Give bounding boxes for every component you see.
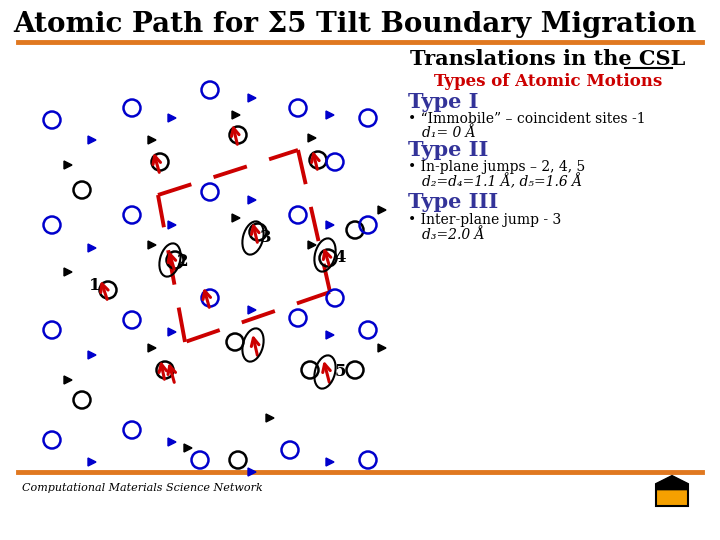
Text: 1: 1	[89, 276, 101, 294]
Polygon shape	[168, 438, 176, 446]
Polygon shape	[64, 268, 72, 276]
Polygon shape	[64, 376, 72, 384]
Text: d₁= 0 Å: d₁= 0 Å	[422, 126, 476, 140]
Polygon shape	[308, 134, 316, 142]
Text: Computational Materials Science Network: Computational Materials Science Network	[22, 483, 263, 493]
Text: Type II: Type II	[408, 140, 488, 160]
Text: • In-plane jumps – 2, 4, 5: • In-plane jumps – 2, 4, 5	[408, 160, 585, 174]
Polygon shape	[148, 136, 156, 144]
Polygon shape	[148, 344, 156, 352]
Polygon shape	[88, 351, 96, 359]
Polygon shape	[64, 161, 72, 169]
Polygon shape	[378, 206, 386, 214]
Polygon shape	[184, 444, 192, 452]
Text: Atomic Path for Σ5 Tilt Boundary Migration: Atomic Path for Σ5 Tilt Boundary Migrati…	[14, 10, 697, 37]
Text: d₂=d₄=1.1 Å, d₅=1.6 Å: d₂=d₄=1.1 Å, d₅=1.6 Å	[422, 174, 582, 190]
Polygon shape	[168, 328, 176, 336]
Polygon shape	[88, 244, 96, 252]
Text: Type III: Type III	[408, 192, 498, 212]
Polygon shape	[326, 221, 334, 229]
Polygon shape	[248, 306, 256, 314]
Polygon shape	[88, 458, 96, 466]
Text: Type I: Type I	[408, 92, 479, 112]
Text: 3: 3	[260, 230, 272, 246]
Polygon shape	[148, 241, 156, 249]
Polygon shape	[656, 476, 688, 490]
Text: d₃=2.0 Å: d₃=2.0 Å	[422, 228, 485, 242]
Polygon shape	[656, 476, 688, 506]
Polygon shape	[326, 331, 334, 339]
Polygon shape	[326, 458, 334, 466]
Text: Types of Atomic Motions: Types of Atomic Motions	[434, 72, 662, 90]
Polygon shape	[232, 111, 240, 119]
Polygon shape	[88, 136, 96, 144]
Polygon shape	[232, 214, 240, 222]
Polygon shape	[248, 196, 256, 204]
Polygon shape	[308, 241, 316, 249]
Polygon shape	[168, 221, 176, 229]
Text: 4: 4	[334, 249, 346, 267]
Polygon shape	[248, 94, 256, 102]
Text: 2: 2	[177, 253, 189, 271]
Text: • “Immobile” – coincident sites -1: • “Immobile” – coincident sites -1	[408, 112, 646, 126]
Polygon shape	[266, 414, 274, 422]
Polygon shape	[248, 468, 256, 476]
Text: 5: 5	[334, 363, 346, 381]
Polygon shape	[326, 111, 334, 119]
Text: Translations in the CSL: Translations in the CSL	[410, 49, 685, 69]
Polygon shape	[378, 344, 386, 352]
Text: • Inter-plane jump - 3: • Inter-plane jump - 3	[408, 213, 562, 227]
Polygon shape	[168, 114, 176, 122]
